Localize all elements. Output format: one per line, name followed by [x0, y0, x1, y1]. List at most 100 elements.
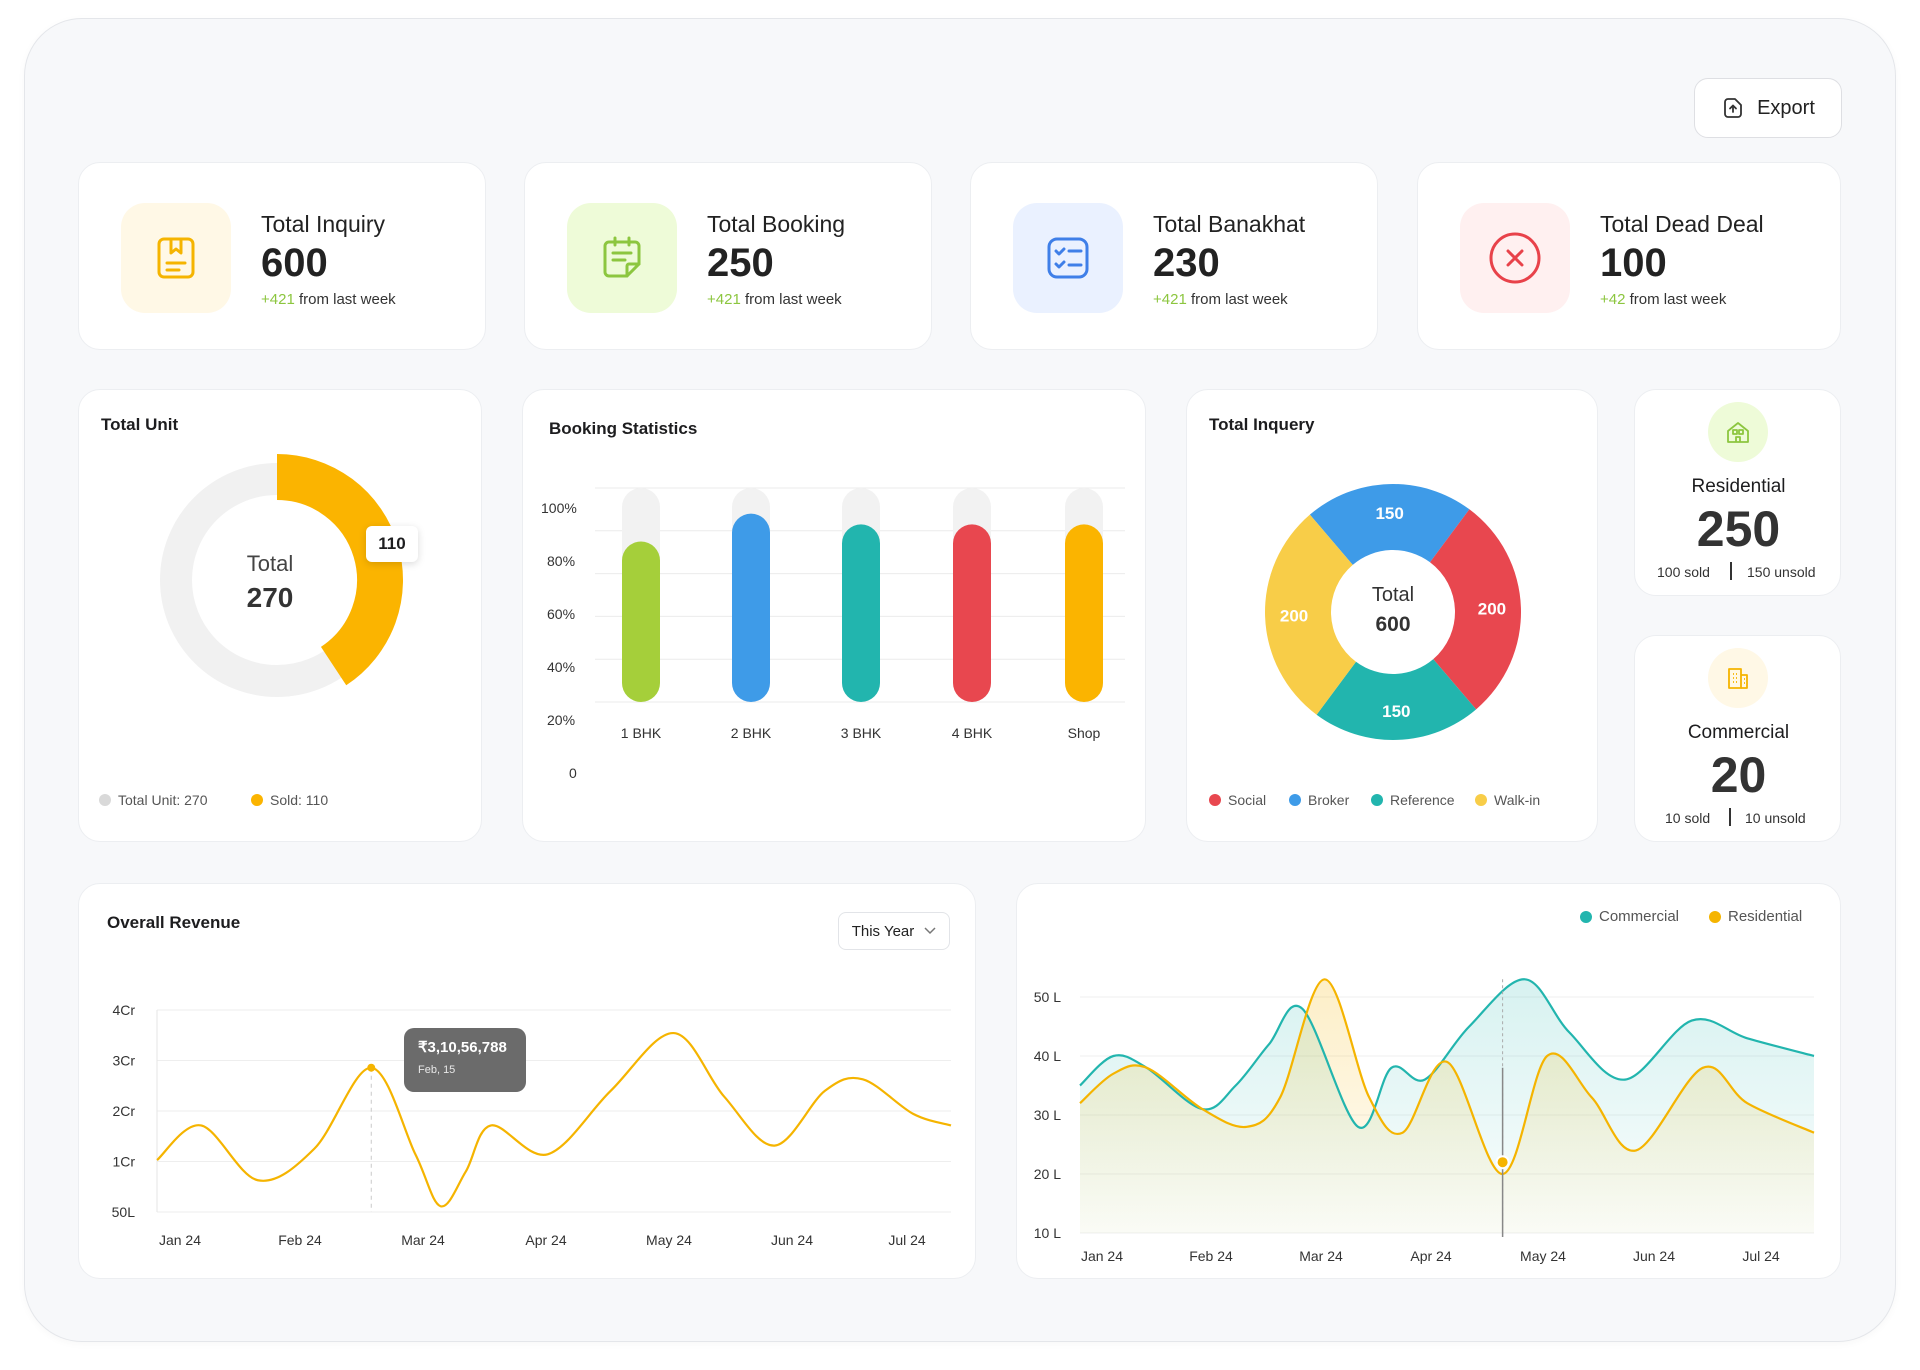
stat-value: 600 [261, 241, 328, 285]
tooltip-date: Feb, 15 [418, 1064, 456, 1076]
legend-reference: Reference [1371, 792, 1455, 808]
x-tick: 1 BHK [621, 725, 662, 741]
y-tick: 10 L [1034, 1225, 1061, 1241]
x-tick: Mar 24 [401, 1232, 445, 1248]
commercial-title: Commercial [1687, 722, 1790, 743]
legend-dot [1371, 794, 1383, 806]
card-title: Overall Revenue [107, 913, 241, 932]
hover-point[interactable] [367, 1063, 376, 1072]
export-button[interactable]: Export [1694, 78, 1842, 138]
stat-card-booking: Total Booking 250 +421 from last week [524, 162, 932, 350]
y-tick: 4Cr [112, 1002, 135, 1018]
bar-1-bhk [622, 541, 660, 702]
y-tick: 20 L [1034, 1166, 1061, 1182]
commercial-sold: 10 sold [1665, 810, 1711, 826]
line-residential [1079, 978, 1815, 1176]
x-tick: Mar 24 [1299, 1248, 1343, 1264]
legend-dot [1289, 794, 1301, 806]
overall-revenue-card: Overall Revenue 4Cr 3Cr 2Cr 1Cr 50L Jan 24 Feb… [78, 883, 976, 1279]
export-icon [1724, 98, 1742, 118]
inquery-donut: 150 200 150 200 [1265, 484, 1521, 740]
y-tick: 20% [547, 712, 576, 728]
residential-sold: 100 sold [1657, 564, 1710, 580]
legend-dot [251, 794, 263, 806]
y-tick: 3Cr [112, 1053, 135, 1069]
x-tick: Jun 24 [1633, 1248, 1675, 1264]
stat-label: Total Inquiry [261, 211, 386, 237]
x-tick: May 24 [646, 1232, 692, 1248]
y-tick: 40% [547, 659, 576, 675]
y-tick: 50L [112, 1204, 136, 1220]
legend-dot [1475, 794, 1487, 806]
stat-value: 230 [1153, 241, 1220, 285]
period-select[interactable]: This Year [838, 912, 950, 950]
residential-card: Residential 250 100 sold 150 unsold [1634, 389, 1841, 596]
revenue-tooltip: ₹3,10,56,788 Feb, 15 [404, 1028, 526, 1092]
x-tick: Apr 24 [1410, 1248, 1451, 1264]
bar-4-bhk [953, 524, 991, 702]
sold-badge: 110 [366, 526, 418, 562]
stat-value: 100 [1600, 241, 1667, 285]
legend-total: Total Unit: 270 [99, 792, 208, 808]
slice-label: 200 [1478, 600, 1506, 619]
sales-area-card: Commercial Residential 50 L 40 L 30 L 20 L 1… [1016, 883, 1841, 1279]
stat-delta: +421 from last week [261, 291, 396, 308]
x-tick: 2 BHK [731, 725, 772, 741]
donut-center-label: Total [247, 551, 293, 576]
sales-area-chart: 50 L 40 L 30 L 20 L 10 L Jan 24 Feb 24 Mar 24 Ap… [1034, 978, 1815, 1264]
slice-label: 200 [1280, 606, 1308, 625]
stat-icon-box [121, 203, 231, 313]
commercial-value: 20 [1710, 747, 1767, 803]
card-title: Total Inquery [1209, 415, 1315, 434]
booking-bar-chart: 1 BHK 2 BHK 3 BHK 4 BHK Shop [595, 487, 1125, 741]
slice-label: 150 [1382, 702, 1410, 721]
y-tick: 50 L [1034, 989, 1061, 1005]
card-title: Total Unit [101, 415, 179, 434]
legend-dot [99, 794, 111, 806]
total-unit-donut: Total 270 [160, 454, 403, 697]
revenue-line [156, 1031, 952, 1208]
slice-broker [1309, 484, 1470, 565]
x-tick: Shop [1068, 725, 1101, 741]
x-tick: Jun 24 [771, 1232, 813, 1248]
stat-label: Total Banakhat [1153, 211, 1306, 237]
legend-sold: Sold: 110 [251, 792, 328, 808]
commercial-unsold: 10 unsold [1745, 810, 1806, 826]
slice-reference [1316, 659, 1477, 740]
stat-value: 250 [707, 241, 774, 285]
chevron-down-icon [924, 927, 936, 935]
booking-statistics-card: Booking Statistics 100% 80% 60% 40% 20% … [522, 389, 1146, 842]
y-tick: 100% [541, 500, 577, 516]
y-tick: 40 L [1034, 1048, 1061, 1064]
divider [1730, 562, 1732, 580]
residential-title: Residential [1691, 476, 1786, 497]
stat-icon-box [1013, 203, 1123, 313]
slice-walk-in [1265, 514, 1356, 715]
divider [1729, 808, 1731, 826]
bar-2-bhk [732, 513, 770, 702]
residential-unsold: 150 unsold [1747, 564, 1816, 580]
hover-point[interactable] [1495, 1155, 1510, 1170]
bar-3-bhk [842, 524, 880, 702]
x-tick: Feb 24 [1189, 1248, 1233, 1264]
x-tick: Apr 24 [525, 1232, 566, 1248]
tooltip-amount: ₹3,10,56,788 [418, 1039, 507, 1056]
stat-card-banakhat: Total Banakhat 230 +421 from last week [970, 162, 1378, 350]
period-select-value: This Year [851, 922, 915, 940]
x-tick: Jan 24 [1081, 1248, 1123, 1264]
notepad-icon [603, 236, 641, 278]
revenue-line-chart: 4Cr 3Cr 2Cr 1Cr 50L Jan 24 Feb 24 Mar 24 Apr 24 M… [112, 1002, 952, 1248]
y-tick: 60% [547, 606, 576, 622]
stat-delta: +42 from last week [1600, 291, 1727, 308]
stat-icon-box [1460, 203, 1570, 313]
legend-social: Social [1209, 792, 1266, 808]
receipt-icon [157, 237, 195, 279]
legend-broker: Broker [1289, 792, 1349, 808]
stat-card-inquiry: Total Inquiry 600 +421 from last week [78, 162, 486, 350]
x-tick: May 24 [1520, 1248, 1566, 1264]
donut-center-label: Total [1371, 584, 1415, 606]
legend-dot [1709, 910, 1721, 923]
stat-card-dead-deal: Total Dead Deal 100 +42 from last week [1417, 162, 1841, 350]
donut-center-value: 270 [247, 582, 294, 613]
stat-label: Total Booking [707, 211, 846, 237]
